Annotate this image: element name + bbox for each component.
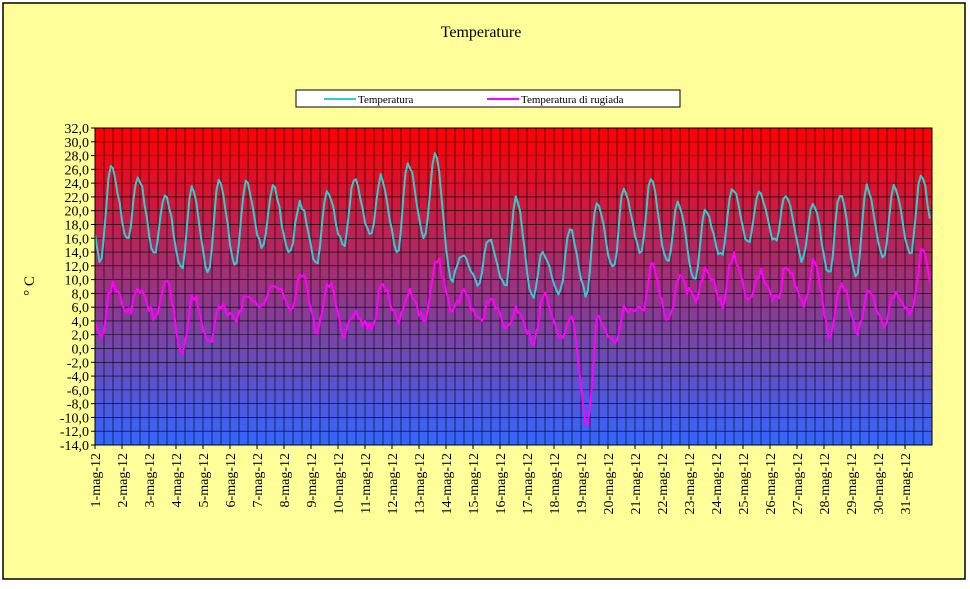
plot-border [94, 127, 933, 446]
y-tick-label: -2,0 [67, 356, 89, 371]
legend: Temperatura Temperatura di rugiada [295, 89, 681, 108]
x-tick-label: 14-mag-12 [440, 453, 455, 514]
y-tick-label: 26,0 [65, 163, 90, 178]
x-axis-ticks: 1-mag-12 2-mag-12 3-mag-12 4-mag-12 5-mag-12… [89, 445, 914, 514]
y-tick-label: 2,0 [72, 329, 90, 344]
y-tick-label: 12,0 [65, 260, 90, 275]
y-axis-label: ° C [22, 276, 38, 296]
y-tick-label: 22,0 [65, 191, 90, 206]
series-layer [94, 152, 931, 427]
x-tick-label: 19-mag-12 [575, 453, 590, 514]
series-line-temperatura [94, 152, 931, 299]
grid [94, 127, 933, 446]
x-tick-label: 22-mag-12 [656, 453, 671, 514]
y-tick-label: -4,0 [67, 370, 89, 385]
y-tick-label: -8,0 [67, 398, 89, 413]
x-tick-label: 10-mag-12 [332, 453, 347, 514]
x-tick-label: 18-mag-12 [548, 453, 563, 514]
x-tick-label: 17-mag-12 [521, 453, 536, 514]
x-tick-label: 25-mag-12 [737, 453, 752, 514]
y-tick-label: 16,0 [65, 232, 90, 247]
x-tick-label: 1-mag-12 [89, 453, 104, 507]
chart-title: Temperature [441, 24, 522, 41]
y-tick-label: -12,0 [60, 425, 89, 440]
x-tick-label: 12-mag-12 [386, 453, 401, 514]
x-tick-label: 23-mag-12 [683, 453, 698, 514]
y-tick-label: -6,0 [67, 384, 89, 399]
y-tick-label: 10,0 [65, 274, 90, 289]
series-line-rugiada [94, 248, 931, 427]
y-tick-label: 18,0 [65, 218, 90, 233]
y-tick-label: 8,0 [72, 287, 90, 302]
x-tick-label: 26-mag-12 [764, 453, 779, 514]
legend-label-rugiada: Temperatura di rugiada [521, 94, 624, 106]
y-tick-label: -10,0 [60, 411, 89, 426]
x-tick-label: 21-mag-12 [629, 453, 644, 514]
x-tick-label: 28-mag-12 [818, 453, 833, 514]
x-tick-label: 16-mag-12 [494, 453, 509, 514]
x-tick-label: 15-mag-12 [467, 453, 482, 514]
y-tick-label: 4,0 [72, 315, 90, 330]
x-tick-label: 27-mag-12 [791, 453, 806, 514]
y-tick-label: 6,0 [72, 301, 90, 316]
x-tick-label: 5-mag-12 [197, 453, 212, 507]
x-tick-label: 8-mag-12 [278, 453, 293, 507]
x-tick-label: 4-mag-12 [170, 453, 185, 507]
y-axis-ticks: 32,030,028,026,024,022,020,018,016,014,0… [60, 122, 95, 454]
x-tick-label: 13-mag-12 [413, 453, 428, 514]
y-tick-label: 28,0 [65, 150, 90, 165]
legend-label-temperatura: Temperatura [358, 94, 414, 106]
x-tick-label: 6-mag-12 [224, 453, 239, 507]
x-tick-label: 3-mag-12 [143, 453, 158, 507]
y-tick-label: 32,0 [65, 122, 90, 137]
x-tick-label: 20-mag-12 [602, 453, 617, 514]
x-tick-label: 31-mag-12 [899, 453, 914, 514]
y-tick-label: 30,0 [65, 136, 90, 151]
y-tick-label: 24,0 [65, 177, 90, 192]
x-tick-label: 11-mag-12 [359, 453, 374, 514]
y-tick-label: -14,0 [60, 439, 89, 454]
y-tick-label: 0,0 [72, 343, 90, 358]
x-tick-label: 29-mag-12 [845, 453, 860, 514]
y-tick-label: 20,0 [65, 205, 90, 220]
x-tick-label: 24-mag-12 [710, 453, 725, 514]
x-tick-label: 30-mag-12 [872, 453, 887, 514]
x-tick-label: 2-mag-12 [116, 453, 131, 507]
plot-area [95, 128, 932, 445]
y-tick-label: 14,0 [65, 246, 90, 261]
x-tick-label: 9-mag-12 [305, 453, 320, 507]
x-tick-label: 7-mag-12 [251, 453, 266, 507]
